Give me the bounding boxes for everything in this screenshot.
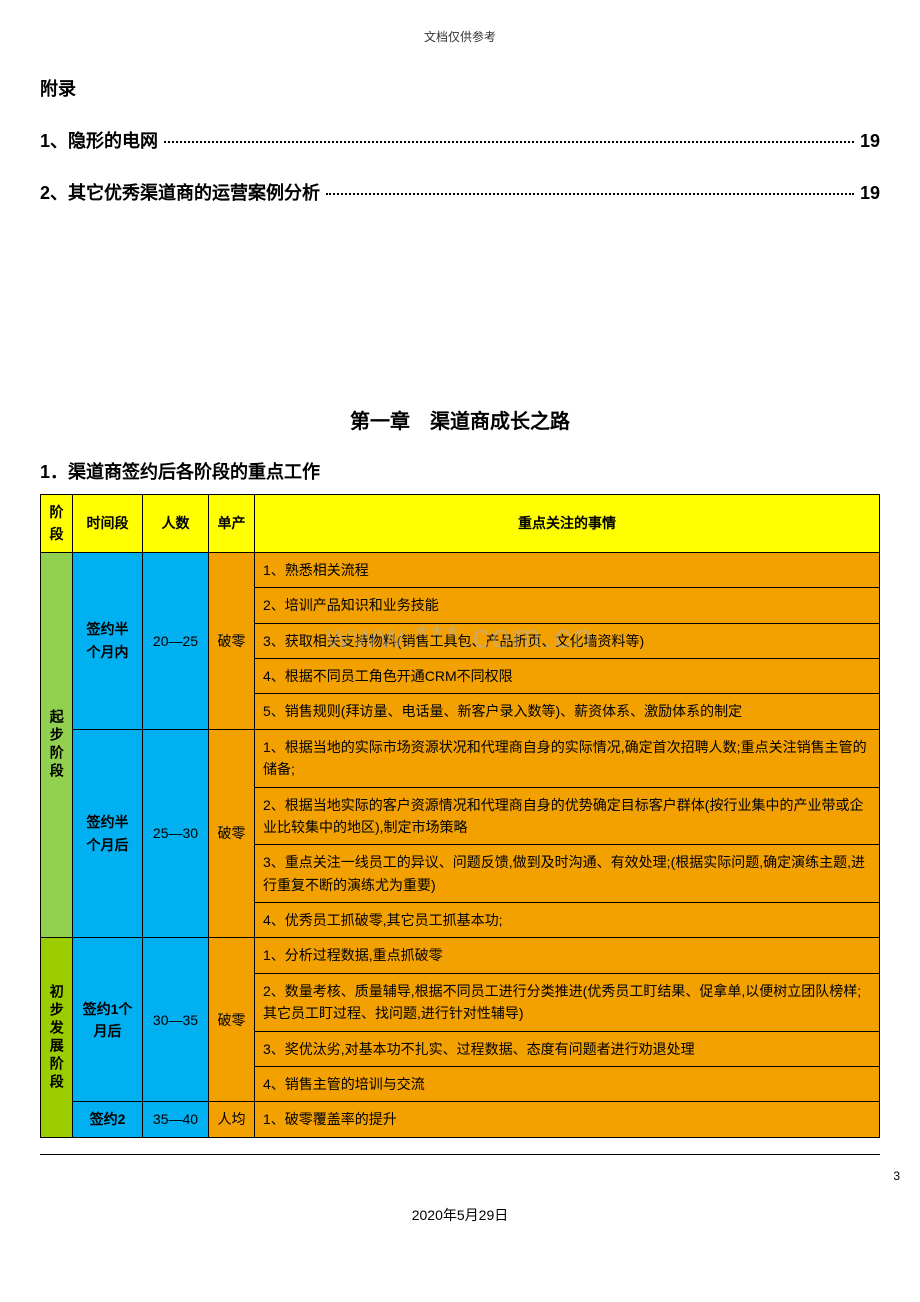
- table-row: 签约半个月后25—30破零1、根据当地的实际市场资源状况和代理商自身的实际情况,…: [41, 729, 880, 787]
- focus-cell: 3、奖优汰劣,对基本功不扎实、过程数据、态度有问题者进行劝退处理: [255, 1031, 880, 1066]
- time-cell: 签约2: [73, 1102, 143, 1137]
- appendix-title: 附录: [40, 75, 880, 101]
- focus-cell: 1、破零覆盖率的提升: [255, 1102, 880, 1137]
- count-cell: 30—35: [143, 938, 209, 1102]
- toc-item-2: 2、其它优秀渠道商的运营案例分析 19: [40, 179, 880, 205]
- table-header-row: 阶段 时间段 人数 单产 重点关注的事情: [41, 495, 880, 553]
- time-cell: 签约半个月内: [73, 552, 143, 729]
- focus-cell: 1、熟悉相关流程: [255, 552, 880, 587]
- header-notice: 文档仅供参考: [424, 30, 496, 44]
- footer-date: 2020年5月29日: [40, 1205, 880, 1225]
- toc-page: 19: [860, 183, 880, 204]
- focus-cell: 1、根据当地的实际市场资源状况和代理商自身的实际情况,确定首次招聘人数;重点关注…: [255, 729, 880, 787]
- th-time: 时间段: [73, 495, 143, 553]
- page-header: 文档仅供参考: [40, 28, 880, 45]
- focus-cell: 3、重点关注一线员工的异议、问题反馈,做到及时沟通、有效处理;(根据实际问题,确…: [255, 845, 880, 903]
- toc-dots: [326, 193, 854, 195]
- table-row: 起步阶段签约半个月内20—25破零1、熟悉相关流程: [41, 552, 880, 587]
- table-row: 初步发展阶段签约1个月后30—35破零1、分析过程数据,重点抓破零: [41, 938, 880, 973]
- focus-cell: 4、优秀员工抓破零,其它员工抓基本功;: [255, 903, 880, 938]
- table-row: 签约235—40人均1、破零覆盖率的提升: [41, 1102, 880, 1137]
- toc-label: 1、隐形的电网: [40, 127, 158, 153]
- focus-cell: 2、根据当地实际的客户资源情况和代理商自身的优势确定目标客户群体(按行业集中的产…: [255, 787, 880, 845]
- focus-cell: 4、根据不同员工角色开通CRM不同权限: [255, 658, 880, 693]
- footer-page-number: 3: [893, 1169, 900, 1183]
- yield-cell: 破零: [209, 552, 255, 729]
- count-cell: 20—25: [143, 552, 209, 729]
- focus-cell: 1、分析过程数据,重点抓破零: [255, 938, 880, 973]
- focus-cell: 5、销售规则(拜访量、电话量、新客户录入数等)、薪资体系、激励体系的制定: [255, 694, 880, 729]
- time-cell: 签约半个月后: [73, 729, 143, 938]
- toc-item-1: 1、隐形的电网 19: [40, 127, 880, 153]
- toc-dots: [164, 141, 854, 143]
- th-focus: 重点关注的事情: [255, 495, 880, 553]
- th-stage: 阶段: [41, 495, 73, 553]
- focus-cell: 2、数量考核、质量辅导,根据不同员工进行分类推进(优秀员工盯结果、促拿单,以便树…: [255, 973, 880, 1031]
- count-cell: 25—30: [143, 729, 209, 938]
- th-count: 人数: [143, 495, 209, 553]
- yield-cell: 人均: [209, 1102, 255, 1137]
- focus-cell: 2、培训产品知识和业务技能: [255, 588, 880, 623]
- yield-cell: 破零: [209, 938, 255, 1102]
- focus-cell: 3、获取相关支持物料(销售工具包、产品折页、文化墙资料等): [255, 623, 880, 658]
- toc-label: 2、其它优秀渠道商的运营案例分析: [40, 179, 320, 205]
- stage-cell: 初步发展阶段: [41, 938, 73, 1137]
- chapter-title: 第一章 渠道商成长之路: [40, 405, 880, 434]
- table-body: 起步阶段签约半个月内20—25破零1、熟悉相关流程2、培训产品知识和业务技能3、…: [41, 552, 880, 1137]
- time-cell: 签约1个月后: [73, 938, 143, 1102]
- yield-cell: 破零: [209, 729, 255, 938]
- stage-cell: 起步阶段: [41, 552, 73, 938]
- stages-table: 阶段 时间段 人数 单产 重点关注的事情 起步阶段签约半个月内20—25破零1、…: [40, 494, 880, 1138]
- toc-page: 19: [860, 131, 880, 152]
- focus-cell: 4、销售主管的培训与交流: [255, 1067, 880, 1102]
- footer-divider: [40, 1154, 880, 1155]
- count-cell: 35—40: [143, 1102, 209, 1137]
- section-title: 1．渠道商签约后各阶段的重点工作: [40, 458, 880, 484]
- th-yield: 单产: [209, 495, 255, 553]
